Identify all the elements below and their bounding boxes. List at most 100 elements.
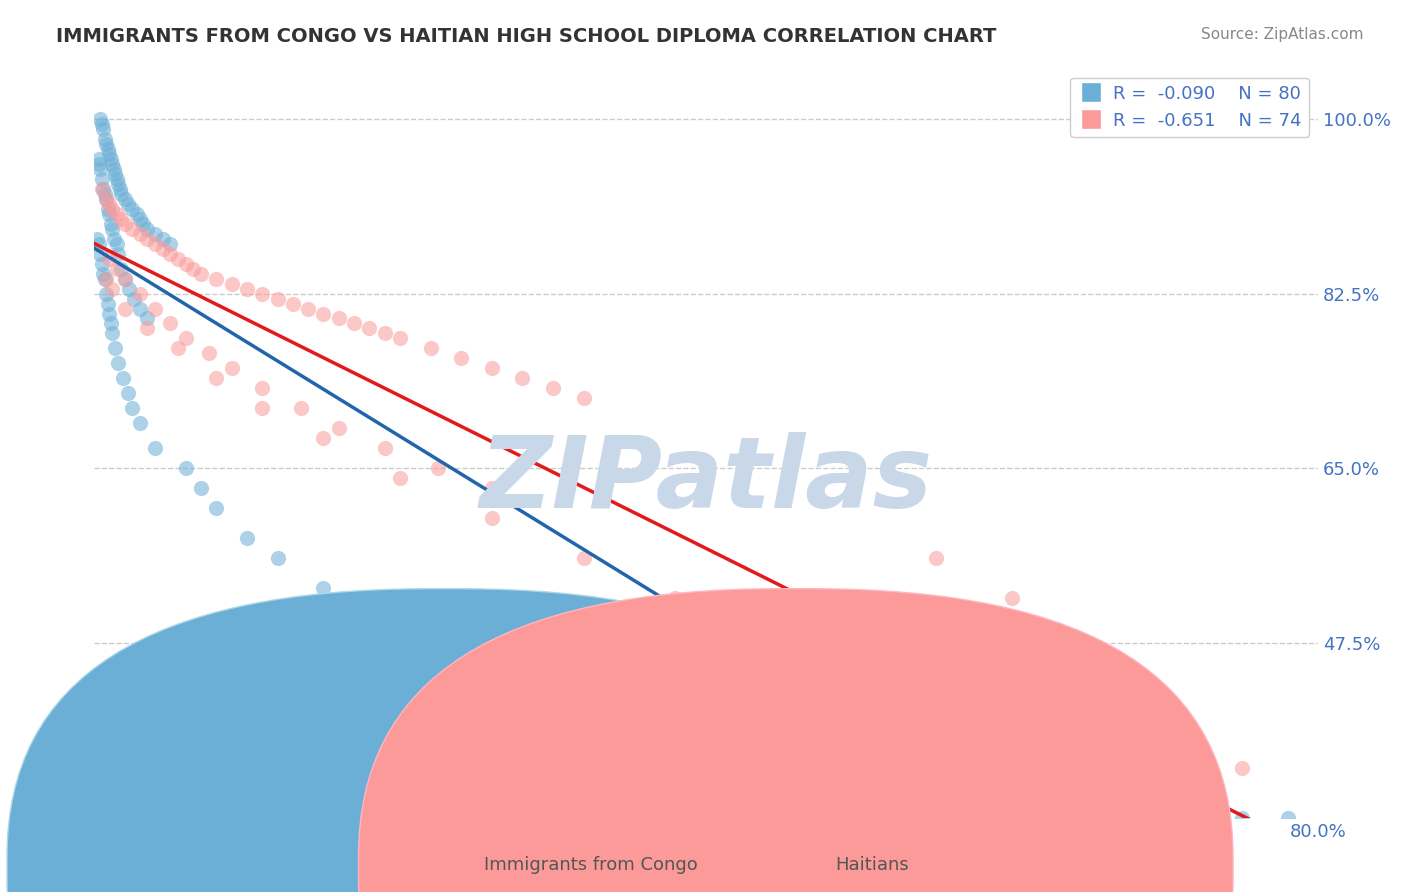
- Point: [89, 246, 111, 260]
- Point: [374, 442, 396, 456]
- Point: [105, 261, 128, 276]
- Point: [98, 252, 121, 266]
- Point: [1077, 797, 1099, 811]
- Point: [205, 371, 228, 385]
- Text: Source: ZipAtlas.com: Source: ZipAtlas.com: [1201, 27, 1364, 42]
- Point: [97, 141, 120, 155]
- Point: [117, 386, 139, 401]
- Point: [159, 317, 181, 331]
- Point: [101, 156, 124, 170]
- Point: [110, 186, 132, 201]
- Point: [328, 421, 350, 435]
- Point: [236, 281, 259, 295]
- FancyBboxPatch shape: [359, 589, 1233, 892]
- Point: [290, 401, 312, 416]
- Point: [103, 231, 125, 245]
- Point: [1001, 591, 1024, 606]
- Point: [101, 281, 124, 295]
- Point: [91, 267, 114, 281]
- Point: [159, 246, 181, 260]
- Point: [297, 301, 319, 316]
- Point: [1154, 722, 1177, 736]
- Point: [1077, 681, 1099, 696]
- Point: [100, 317, 122, 331]
- Point: [266, 292, 288, 306]
- Point: [114, 271, 136, 285]
- Point: [772, 731, 794, 746]
- Point: [128, 417, 150, 431]
- Point: [96, 136, 118, 151]
- Point: [159, 236, 181, 251]
- Point: [205, 271, 228, 285]
- Point: [312, 432, 335, 446]
- Point: [93, 271, 115, 285]
- Point: [105, 236, 128, 251]
- Point: [93, 186, 115, 201]
- Point: [266, 551, 288, 566]
- Point: [174, 461, 197, 475]
- Point: [197, 346, 219, 360]
- Text: IMMIGRANTS FROM CONGO VS HAITIAN HIGH SCHOOL DIPLOMA CORRELATION CHART: IMMIGRANTS FROM CONGO VS HAITIAN HIGH SC…: [56, 27, 997, 45]
- Point: [174, 331, 197, 345]
- Point: [221, 277, 243, 291]
- Point: [1230, 762, 1253, 776]
- Point: [101, 326, 124, 341]
- Point: [91, 121, 114, 136]
- Point: [100, 152, 122, 166]
- Point: [87, 152, 110, 166]
- Point: [481, 511, 503, 525]
- Point: [97, 202, 120, 216]
- Point: [121, 221, 143, 235]
- Point: [110, 211, 132, 226]
- Point: [107, 357, 129, 371]
- Point: [89, 161, 111, 176]
- Legend: R =  -0.090    N = 80, R =  -0.651    N = 74: R = -0.090 N = 80, R = -0.651 N = 74: [1070, 78, 1309, 137]
- Point: [252, 401, 274, 416]
- Point: [388, 471, 411, 485]
- Point: [359, 321, 381, 335]
- Point: [252, 286, 274, 301]
- Point: [104, 167, 127, 181]
- Point: [281, 296, 304, 310]
- Point: [541, 382, 564, 396]
- Point: [87, 156, 110, 170]
- Point: [93, 131, 115, 145]
- Point: [104, 342, 127, 356]
- Point: [90, 181, 112, 195]
- Point: [90, 256, 112, 270]
- Point: [136, 221, 159, 235]
- Point: [96, 271, 118, 285]
- Point: [136, 311, 159, 326]
- Point: [152, 242, 174, 256]
- Point: [90, 171, 112, 186]
- Point: [121, 401, 143, 416]
- Point: [143, 236, 166, 251]
- Point: [132, 217, 155, 231]
- Point: [86, 231, 108, 245]
- Point: [128, 211, 150, 226]
- Point: [125, 206, 148, 220]
- Point: [110, 261, 132, 276]
- Point: [512, 672, 534, 686]
- Point: [481, 361, 503, 376]
- Point: [98, 196, 121, 211]
- Point: [695, 691, 717, 706]
- Point: [427, 461, 450, 475]
- Point: [114, 271, 136, 285]
- Point: [848, 762, 870, 776]
- Point: [328, 311, 350, 326]
- Point: [121, 202, 143, 216]
- Point: [167, 342, 190, 356]
- Point: [128, 286, 150, 301]
- Point: [221, 361, 243, 376]
- Point: [190, 267, 212, 281]
- Point: [98, 206, 121, 220]
- Point: [114, 301, 136, 316]
- Point: [128, 301, 150, 316]
- Point: [312, 306, 335, 320]
- Point: [619, 701, 641, 715]
- Point: [756, 632, 779, 646]
- Point: [90, 116, 112, 130]
- Point: [111, 371, 134, 385]
- Point: [136, 231, 159, 245]
